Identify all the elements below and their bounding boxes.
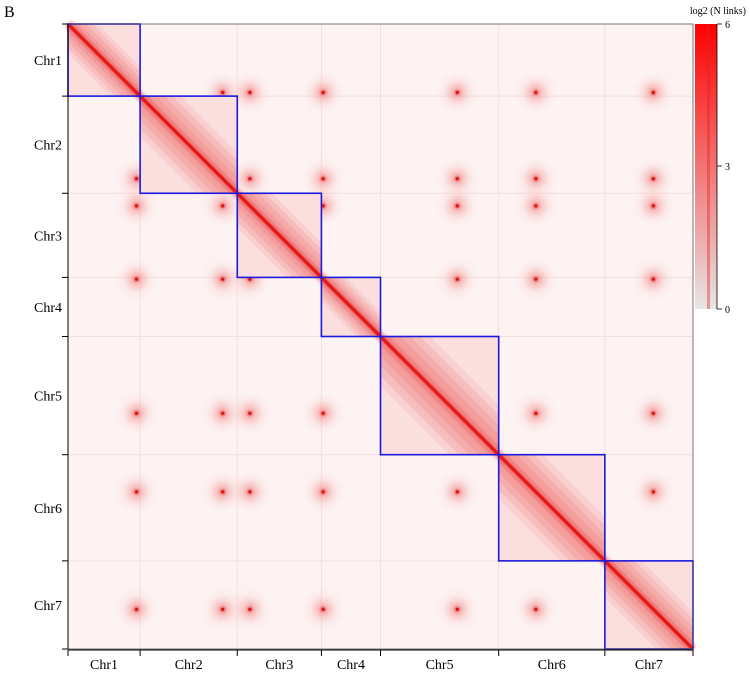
spot-core-Chr3-Chr7 [248, 607, 252, 611]
colorbar-strip [707, 24, 710, 309]
spot-core-Chr6-Chr5 [534, 411, 538, 415]
axes: Chr1 Chr1 Chr2 Chr2 Chr3 Chr3 Chr4 Chr4 Chr5 Chr5… [34, 23, 694, 673]
colorbar-tick-label-6: 6 [725, 20, 730, 31]
box-Chr6 [497, 453, 606, 562]
colorbar-tick-label-0: 0 [725, 305, 730, 316]
spot-core-Chr7-Chr3 [651, 204, 655, 208]
spot-core-Chr1-Chr2 [134, 177, 139, 181]
spot-core-Chr1-Chr7 [134, 607, 139, 611]
spot-core-Chr7-Chr5 [651, 411, 655, 415]
spot-core-Chr2-Chr6 [221, 490, 225, 494]
spot-core-Chr5-Chr2 [455, 177, 459, 181]
spot-core-Chr7-Chr4 [651, 277, 655, 281]
spot-core-Chr2-Chr1 [221, 90, 225, 95]
panel-label: B [4, 4, 15, 21]
x-label-Chr1: Chr1 [90, 658, 118, 673]
spot-core-Chr5-Chr4 [455, 277, 459, 281]
spot-core-Chr7-Chr6 [651, 490, 655, 494]
x-label-Chr3: Chr3 [265, 658, 293, 673]
spot-core-Chr1-Chr6 [134, 490, 139, 494]
spot-core-Chr4-Chr7 [321, 607, 325, 611]
spot-core-Chr3-Chr1 [248, 90, 252, 95]
spot-core-Chr6-Chr4 [534, 277, 538, 281]
spot-core-Chr7-Chr2 [651, 177, 655, 181]
y-label-Chr5: Chr5 [34, 390, 62, 405]
spot-core-Chr3-Chr4 [248, 277, 252, 281]
box-Chr3 [236, 192, 323, 279]
spot-core-Chr5-Chr7 [455, 607, 459, 611]
spot-core-Chr2-Chr7 [221, 607, 225, 611]
spot-core-Chr5-Chr1 [455, 90, 459, 95]
y-label-Chr7: Chr7 [34, 599, 62, 614]
spot-core-Chr6-Chr7 [534, 607, 538, 611]
spot-core-Chr3-Chr6 [248, 490, 252, 494]
spot-core-Chr4-Chr6 [321, 490, 325, 494]
spot-core-Chr3-Chr5 [248, 411, 252, 415]
spot-core-Chr4-Chr5 [321, 411, 325, 415]
x-label-Chr6: Chr6 [538, 658, 566, 673]
colorbar-title: log2 (N links) [690, 6, 746, 17]
spot-core-Chr2-Chr3 [221, 204, 225, 208]
spot-core-Chr5-Chr6 [455, 490, 459, 494]
spot-core-Chr4-Chr3 [321, 204, 325, 208]
y-label-Chr2: Chr2 [34, 139, 62, 154]
y-label-Chr6: Chr6 [34, 502, 62, 517]
spot-core-Chr2-Chr5 [221, 411, 225, 415]
spot-core-Chr5-Chr3 [455, 204, 459, 208]
y-label-Chr4: Chr4 [34, 301, 62, 316]
spot-core-Chr6-Chr1 [534, 90, 538, 95]
spot-core-Chr2-Chr4 [221, 277, 225, 281]
x-label-Chr5: Chr5 [426, 658, 454, 673]
spot-core-Chr7-Chr1 [651, 90, 655, 95]
spot-core-Chr1-Chr3 [134, 204, 139, 208]
box-Chr4 [320, 276, 382, 338]
spot-core-Chr3-Chr2 [248, 177, 252, 181]
y-label-Chr1: Chr1 [34, 54, 62, 69]
colorbar-tick-label-3: 3 [725, 162, 730, 173]
spot-core-Chr4-Chr2 [321, 177, 325, 181]
box-Chr2 [139, 95, 239, 195]
spot-core-Chr1-Chr5 [134, 411, 139, 415]
spot-core-Chr6-Chr3 [534, 204, 538, 208]
x-label-Chr7: Chr7 [635, 658, 663, 673]
spot-core-Chr6-Chr2 [534, 177, 538, 181]
x-label-Chr2: Chr2 [175, 658, 203, 673]
spot-core-Chr1-Chr4 [134, 277, 139, 281]
y-label-Chr3: Chr3 [34, 229, 62, 244]
spot-core-Chr4-Chr1 [321, 90, 325, 95]
box-Chr5 [379, 335, 500, 456]
colorbar-gradient [695, 24, 717, 309]
colorbar: log2 (N links) 6 3 0 [690, 6, 746, 316]
x-label-Chr4: Chr4 [337, 658, 365, 673]
